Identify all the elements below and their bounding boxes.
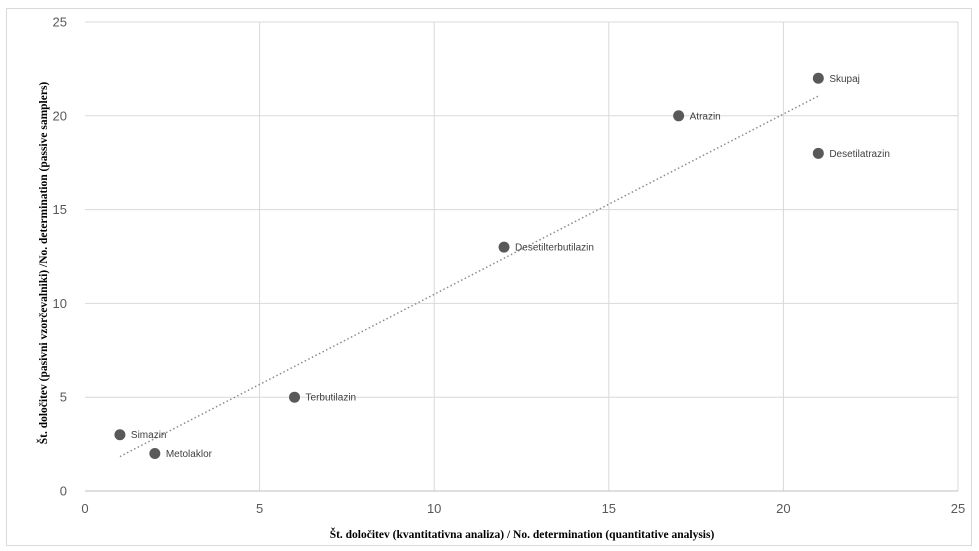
data-point-label: Terbutilazin xyxy=(306,393,357,404)
data-point xyxy=(149,447,161,459)
chart-frame xyxy=(6,8,972,546)
data-point-label: Desetilatrazin xyxy=(829,149,890,160)
x-tick-label: 20 xyxy=(776,501,790,516)
x-tick-label: 5 xyxy=(256,501,263,516)
data-point xyxy=(289,391,301,403)
x-axis-title: Št. določitev (kvantitativna analiza) / … xyxy=(330,527,715,541)
x-tick-label: 15 xyxy=(602,501,616,516)
y-tick-label: 15 xyxy=(53,202,67,217)
grid-lines xyxy=(85,21,959,491)
data-point-label: Atrazin xyxy=(690,111,721,122)
data-point xyxy=(114,429,126,441)
x-tick-label: 0 xyxy=(81,501,88,516)
data-point xyxy=(812,72,824,84)
data-points: Simazin Metolaklor Terbutilazin Desetilterb… xyxy=(114,72,890,460)
x-tick-label: 25 xyxy=(951,501,965,516)
y-tick-label: 25 xyxy=(53,15,67,30)
x-tick-label: 10 xyxy=(427,501,441,516)
data-point xyxy=(498,241,510,253)
data-point xyxy=(673,110,685,122)
data-point-label: Simazin xyxy=(131,430,167,441)
trendline xyxy=(119,95,819,458)
data-point-label: Skupaj xyxy=(829,74,860,85)
y-axis-title: Št. določitev (pasivni vzorčevalniki) /N… xyxy=(36,82,50,445)
y-tick-label: 0 xyxy=(60,484,67,499)
data-point xyxy=(812,147,824,159)
y-tick-label: 10 xyxy=(53,296,67,311)
y-tick-label: 5 xyxy=(60,390,67,405)
data-point-label: Metolaklor xyxy=(166,449,213,460)
tick-labels: 0 5 10 15 20 25 0 5 10 15 20 25 xyxy=(53,15,966,517)
y-tick-label: 20 xyxy=(53,108,67,123)
data-point-label: Desetilterbutilazin xyxy=(515,243,594,254)
